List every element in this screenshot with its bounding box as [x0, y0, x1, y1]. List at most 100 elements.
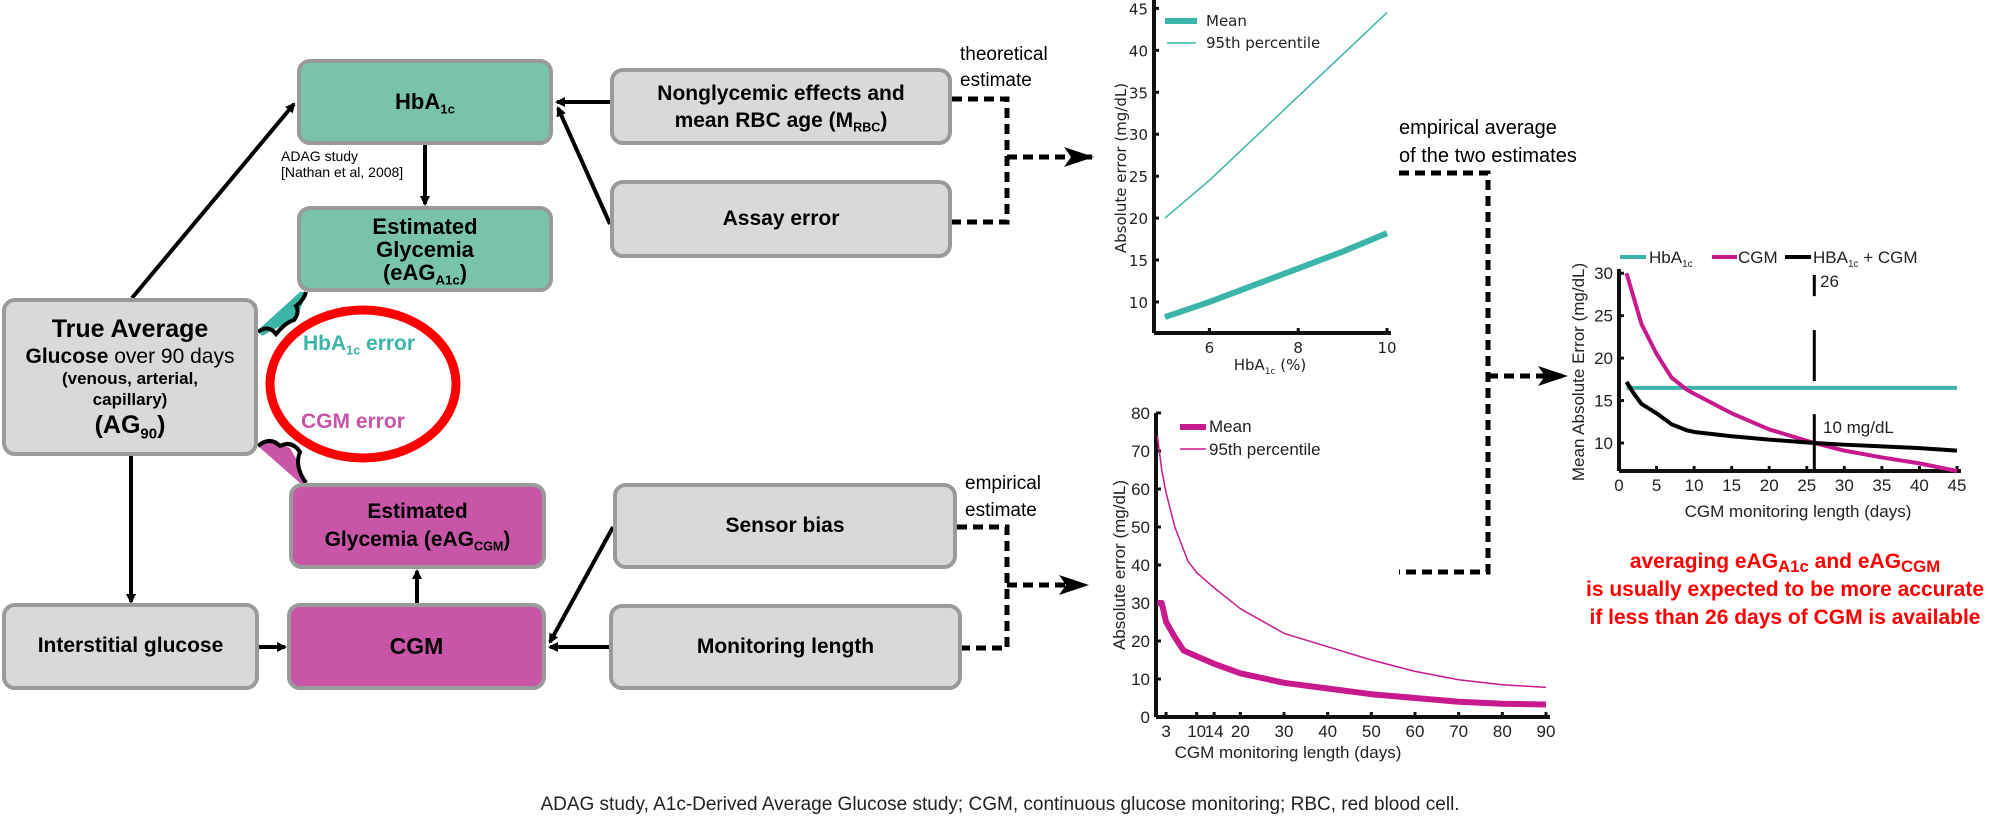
y-tick-label: 15 [1594, 392, 1613, 411]
conclusion-sub-cgm: CGM [1901, 557, 1941, 577]
conclusion-line2: is usually expected to be more accurate [1586, 578, 1984, 601]
chart2-legend-p95: 95th percentile [1209, 440, 1321, 459]
y-tick-label: 25 [1594, 307, 1613, 326]
y-tick-label: 20 [1594, 349, 1613, 368]
true-average-title: True Average [51, 315, 209, 344]
chart1-legend-mean: Mean [1206, 12, 1247, 30]
hba1c-error-wedge [258, 292, 306, 336]
chart1-xlabel: HbA1c (%) [1234, 356, 1306, 377]
series-line-0 [1157, 600, 1547, 708]
x-tick-label: 6 [1205, 339, 1215, 357]
x-tick-label: 8 [1293, 339, 1303, 357]
conclusion-l1b: and eAG [1808, 550, 1902, 573]
monitoring-length-box: Monitoring length [609, 604, 962, 690]
nonglycemic-line1: Nonglycemic effects and [657, 81, 905, 105]
x-tick-label: 40 [1910, 476, 1929, 495]
chart2-ylabel: Absolute error (mg/dL) [1110, 480, 1129, 650]
eag-cgm-line2: Glycemia (eAG [324, 528, 474, 551]
ag90-subscript: 90 [140, 425, 158, 443]
x-tick-label: 10 [1187, 722, 1206, 741]
nonglycemic-box: Nonglycemic effects and mean RBC age (MR… [610, 68, 952, 145]
hba1c-subscript: 1c [440, 101, 455, 117]
true-average-period: over 90 days [108, 345, 235, 369]
nonglycemic-line2: mean RBC age (M [674, 108, 854, 132]
eag-a1c-box: Estimated Glycemia (eAGA1c) [297, 206, 553, 292]
legend-hba1c-main: HbA [1649, 248, 1683, 267]
chart1-xlabel-main: HbA [1234, 356, 1266, 374]
y-tick-label: 60 [1131, 480, 1150, 499]
theoretical-estimate-label: theoretical estimate [960, 42, 1048, 94]
chart3-xlabel: CGM monitoring length (days) [1685, 502, 1912, 521]
x-tick-label: 80 [1493, 722, 1512, 741]
y-tick-label: 20 [1131, 632, 1150, 651]
hba1c-error-brace [256, 291, 308, 338]
eag-a1c-line3: (eAG [382, 259, 436, 285]
sensor-bias-label: Sensor bias [725, 513, 845, 537]
y-tick-label: 30 [1594, 264, 1613, 283]
conclusion-line3: if less than 26 days of CGM is available [1589, 606, 1981, 629]
x-tick-label: 5 [1652, 476, 1661, 495]
cgm-label: CGM [389, 633, 444, 660]
x-tick-label: 35 [1872, 476, 1891, 495]
dashed-average-bracket [1399, 170, 1491, 575]
rbc-subscript: RBC [853, 119, 881, 134]
y-tick-label: 80 [1131, 404, 1150, 423]
x-tick-label: 0 [1614, 476, 1623, 495]
cgm-error-brace [256, 439, 308, 485]
cgm-box: CGM [287, 603, 546, 690]
true-average-line3: (venous, arterial, [61, 369, 199, 389]
x-tick-label: 14 [1205, 722, 1224, 741]
hba1c-error-main: HbA [303, 332, 347, 355]
conclusion-text: averaging eAGA1c and eAGCGM is usually e… [1580, 548, 1990, 632]
y-tick-label: 0 [1141, 708, 1150, 727]
true-average-glucose: Glucose [25, 345, 109, 369]
eag-a1c-paren: ) [459, 259, 468, 285]
average-line1: empirical average [1399, 117, 1557, 139]
y-tick-label: 35 [1129, 84, 1148, 102]
legend-combined-sub: 1c [1848, 259, 1859, 270]
cgm-error-wedge [258, 440, 306, 483]
chart1-legend-p95: 95th percentile [1206, 34, 1320, 52]
theoretical-line2: estimate [960, 70, 1032, 91]
error-circle [265, 305, 461, 463]
eag-cgm-paren: ) [503, 528, 511, 551]
y-tick-label: 25 [1129, 168, 1148, 186]
ag90-label: (AG [94, 410, 141, 439]
chart3-legend-hba1c: HbA1c [1649, 248, 1693, 270]
theoretical-line1: theoretical [960, 44, 1048, 65]
x-tick-label: 30 [1835, 476, 1854, 495]
arrow-true-to-hba1c [130, 102, 296, 300]
eag-cgm-box: Estimated Glycemia (eAGCGM) [289, 483, 546, 569]
sensor-bias-box: Sensor bias [613, 483, 957, 569]
dashed-empirical-bracket [957, 524, 1010, 651]
y-tick-label: 10 [1594, 434, 1613, 453]
interstitial-glucose-box: Interstitial glucose [2, 603, 259, 690]
chart1-xlabel-sub: 1c [1265, 367, 1276, 377]
arrow-sensor-to-cgm [548, 526, 615, 644]
chart3-legend-combined: HBA1c + CGM [1813, 248, 1918, 270]
legend-combined-end: + CGM [1859, 248, 1918, 267]
series-line-1 [1156, 435, 1547, 689]
assay-error-label: Assay error [722, 206, 840, 230]
x-tick-label: 20 [1760, 476, 1779, 495]
eag-cgm-subscript: CGM [474, 539, 504, 554]
series-line-0 [1164, 230, 1389, 320]
chart1-xlabel-end: (%) [1276, 356, 1307, 374]
chart3-annotation-26: 26 [1820, 272, 1839, 291]
x-tick-label: 30 [1275, 722, 1294, 741]
y-tick-label: 10 [1131, 670, 1150, 689]
x-tick-label: 40 [1318, 722, 1337, 741]
empirical-line2: estimate [965, 500, 1037, 521]
y-tick-label: 40 [1129, 42, 1148, 60]
x-tick-label: 45 [1948, 476, 1967, 495]
empirical-line1: empirical [965, 473, 1042, 494]
y-tick-label: 20 [1129, 210, 1148, 228]
y-tick-label: 15 [1129, 252, 1148, 270]
hba1c-error-label: HbA1c error [303, 332, 415, 358]
hba1c-error-sub: 1c [346, 343, 361, 358]
adag-note-line2: [Nathan et al, 2008] [281, 164, 404, 180]
